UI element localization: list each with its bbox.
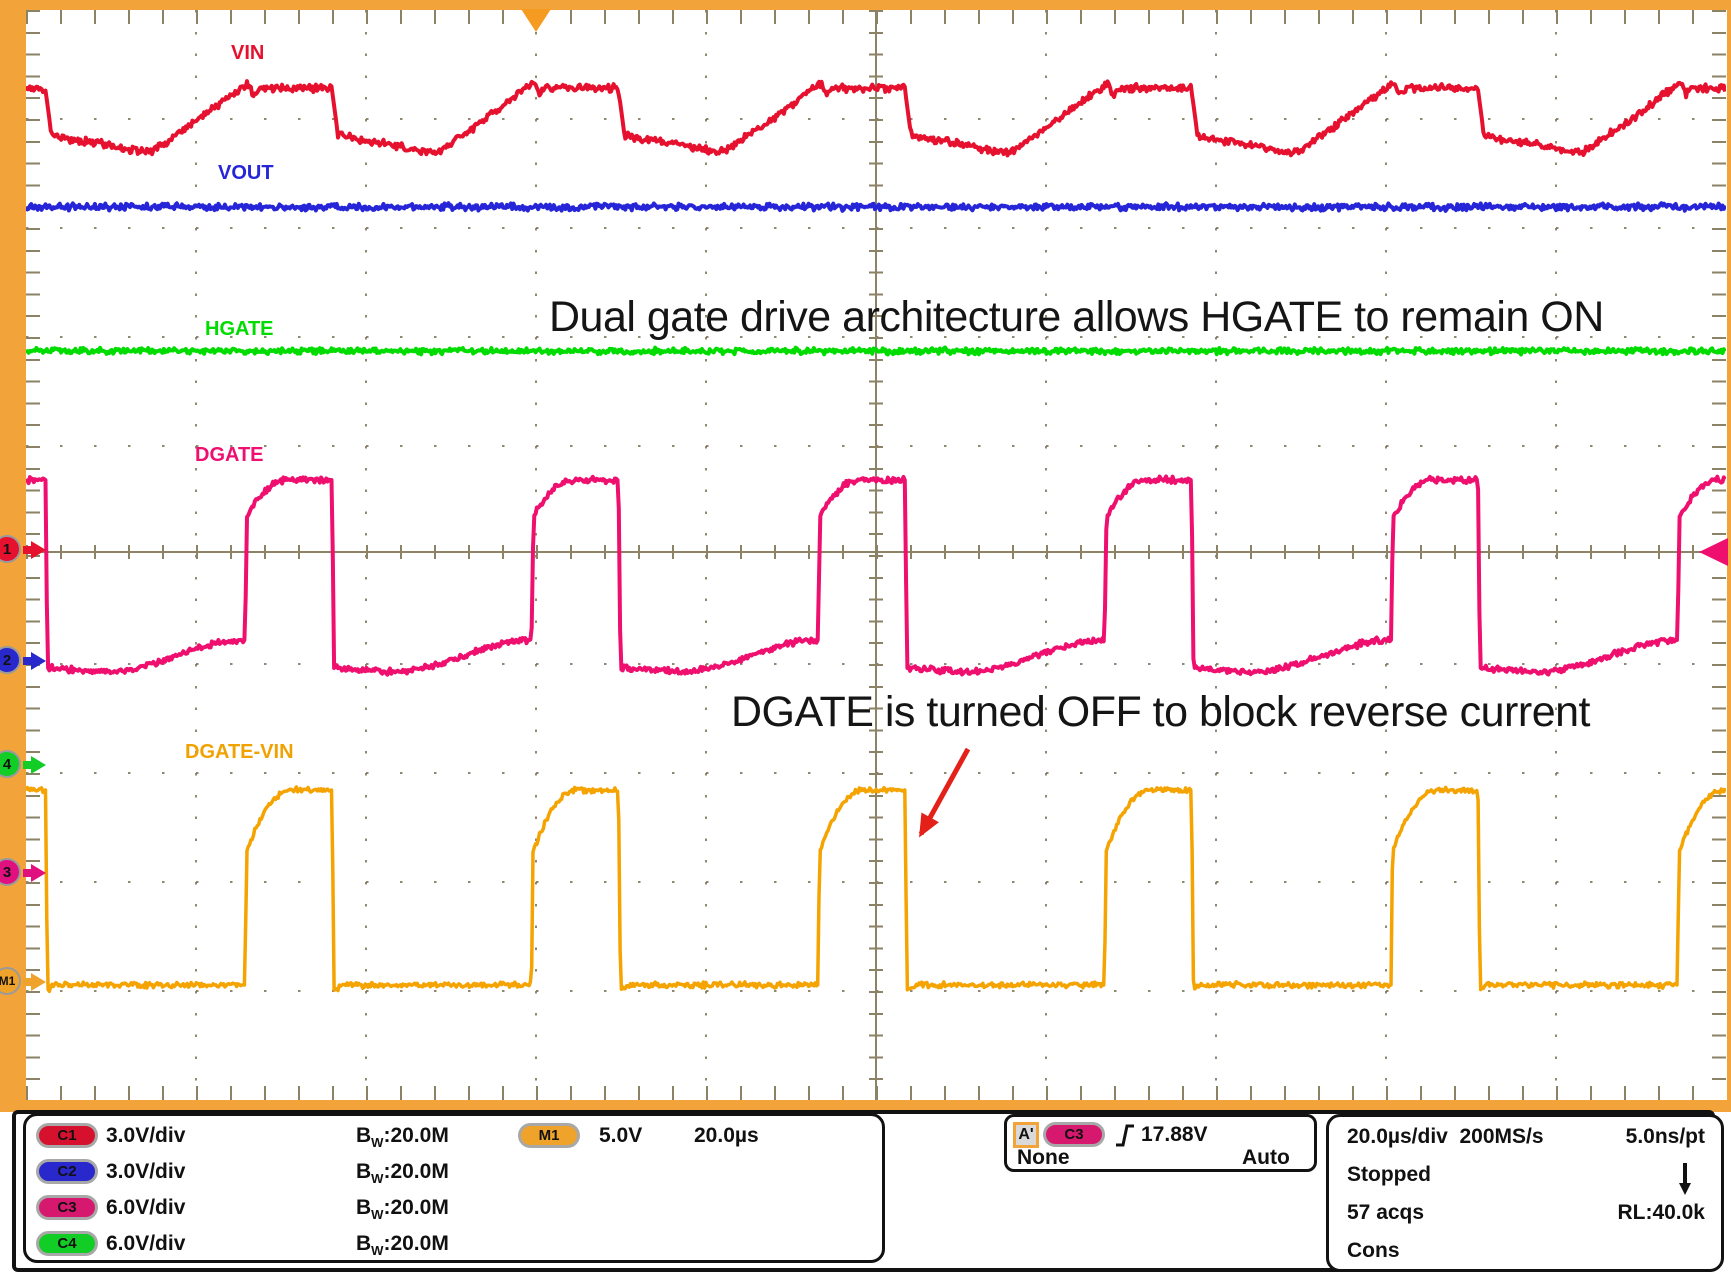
trigger-a-badge[interactable]: A' xyxy=(1013,1122,1039,1148)
marker-arrow-stem xyxy=(23,978,32,986)
channel-1-bandwidth: BW:20.0M xyxy=(356,1124,449,1151)
math-1-timebase[interactable]: 20.0µs xyxy=(694,1124,759,1147)
channel-marker-label: 4 xyxy=(0,750,21,778)
math-1-scale[interactable]: 5.0V xyxy=(599,1124,643,1147)
channel-3-badge[interactable]: C3 xyxy=(36,1195,98,1220)
channel-2-bandwidth: BW:20.0M xyxy=(356,1160,449,1187)
waveform-vin xyxy=(26,79,1726,158)
timebase-value[interactable]: 20.0µs/div 200MS/s xyxy=(1347,1125,1544,1148)
channel-4-badge[interactable]: C4 xyxy=(36,1231,98,1256)
channel-3-scale[interactable]: 6.0V/div xyxy=(106,1196,186,1219)
annotation-hgate-note: Dual gate drive architecture allows HGAT… xyxy=(549,293,1604,341)
rising-edge-icon xyxy=(1116,1124,1134,1147)
marker-arrow-icon xyxy=(31,973,46,991)
channel-1-scale[interactable]: 3.0V/div xyxy=(106,1124,186,1147)
frame-bottom xyxy=(0,1100,1731,1112)
waveform-dgate xyxy=(26,474,1726,677)
trace-label-vout: VOUT xyxy=(218,162,274,184)
graticule-line xyxy=(26,1086,1726,1100)
annotation-arrow xyxy=(918,747,971,838)
marker-arrow-icon xyxy=(31,541,46,559)
channel-1-badge[interactable]: C1 xyxy=(36,1123,98,1148)
marker-arrow-stem xyxy=(23,657,32,665)
trace-label-dgate-vin: DGATE-VIN xyxy=(185,741,294,763)
frame-right xyxy=(1727,0,1731,1112)
trigger-source-badge[interactable]: C3 xyxy=(1043,1122,1105,1147)
marker-arrow-stem xyxy=(23,869,32,877)
channel-marker-label: 2 xyxy=(0,646,21,674)
trace-label-hgate: HGATE xyxy=(205,318,274,340)
channel-readout-box: C1 3.0V/div BW:20.0M M1 5.0V 20.0µs C2 3… xyxy=(23,1113,885,1263)
trigger-readout-box: A' C3 17.88V None Auto xyxy=(1004,1114,1317,1172)
trigger-mode-right[interactable]: Auto xyxy=(1242,1146,1290,1169)
acquisition-count: 57 acqs xyxy=(1347,1201,1425,1224)
trace-label-dgate: DGATE xyxy=(195,444,264,466)
trigger-mode-left[interactable]: None xyxy=(1017,1146,1070,1169)
acquisition-readout-box: 20.0µs/div 200MS/s 5.0ns/pt Stopped 57 a… xyxy=(1326,1114,1724,1272)
channel-4-scale[interactable]: 6.0V/div xyxy=(106,1232,186,1255)
marker-arrow-icon xyxy=(31,756,46,774)
annotation-dgate-note: DGATE is turned OFF to block reverse cur… xyxy=(731,688,1590,736)
math-1-badge[interactable]: M1 xyxy=(518,1123,580,1148)
channel-marker-label: M1 xyxy=(0,967,21,995)
acquisition-state[interactable]: Stopped xyxy=(1347,1163,1431,1186)
waveform-hgate xyxy=(26,345,1726,357)
trigger-level-icon[interactable] xyxy=(1699,538,1728,566)
marker-arrow-icon xyxy=(31,652,46,670)
graticule-line xyxy=(26,545,1726,559)
trigger-level-value[interactable]: 17.88V xyxy=(1141,1123,1208,1146)
resolution-value: 5.0ns/pt xyxy=(1625,1125,1705,1148)
channel-marker-label: 1 xyxy=(0,535,21,563)
acquisition-mode[interactable]: Cons xyxy=(1347,1239,1400,1262)
marker-arrow-stem xyxy=(23,546,32,554)
waveform-dgate-vin xyxy=(26,785,1726,994)
channel-3-bandwidth: BW:20.0M xyxy=(356,1196,449,1223)
record-length: RL:40.0k xyxy=(1617,1201,1705,1224)
frame-top xyxy=(0,0,1731,10)
marker-arrow-icon xyxy=(31,864,46,882)
arrow-down-icon xyxy=(1679,1163,1691,1195)
channel-2-badge[interactable]: C2 xyxy=(36,1159,98,1184)
waveform-vout xyxy=(26,201,1726,213)
trace-label-vin: VIN xyxy=(231,42,265,64)
channel-marker-label: 3 xyxy=(0,858,21,886)
channel-2-scale[interactable]: 3.0V/div xyxy=(106,1160,186,1183)
graticule-line xyxy=(26,10,1726,24)
channel-4-bandwidth: BW:20.0M xyxy=(356,1232,449,1259)
trigger-position-icon[interactable] xyxy=(521,9,551,32)
marker-arrow-stem xyxy=(23,761,32,769)
